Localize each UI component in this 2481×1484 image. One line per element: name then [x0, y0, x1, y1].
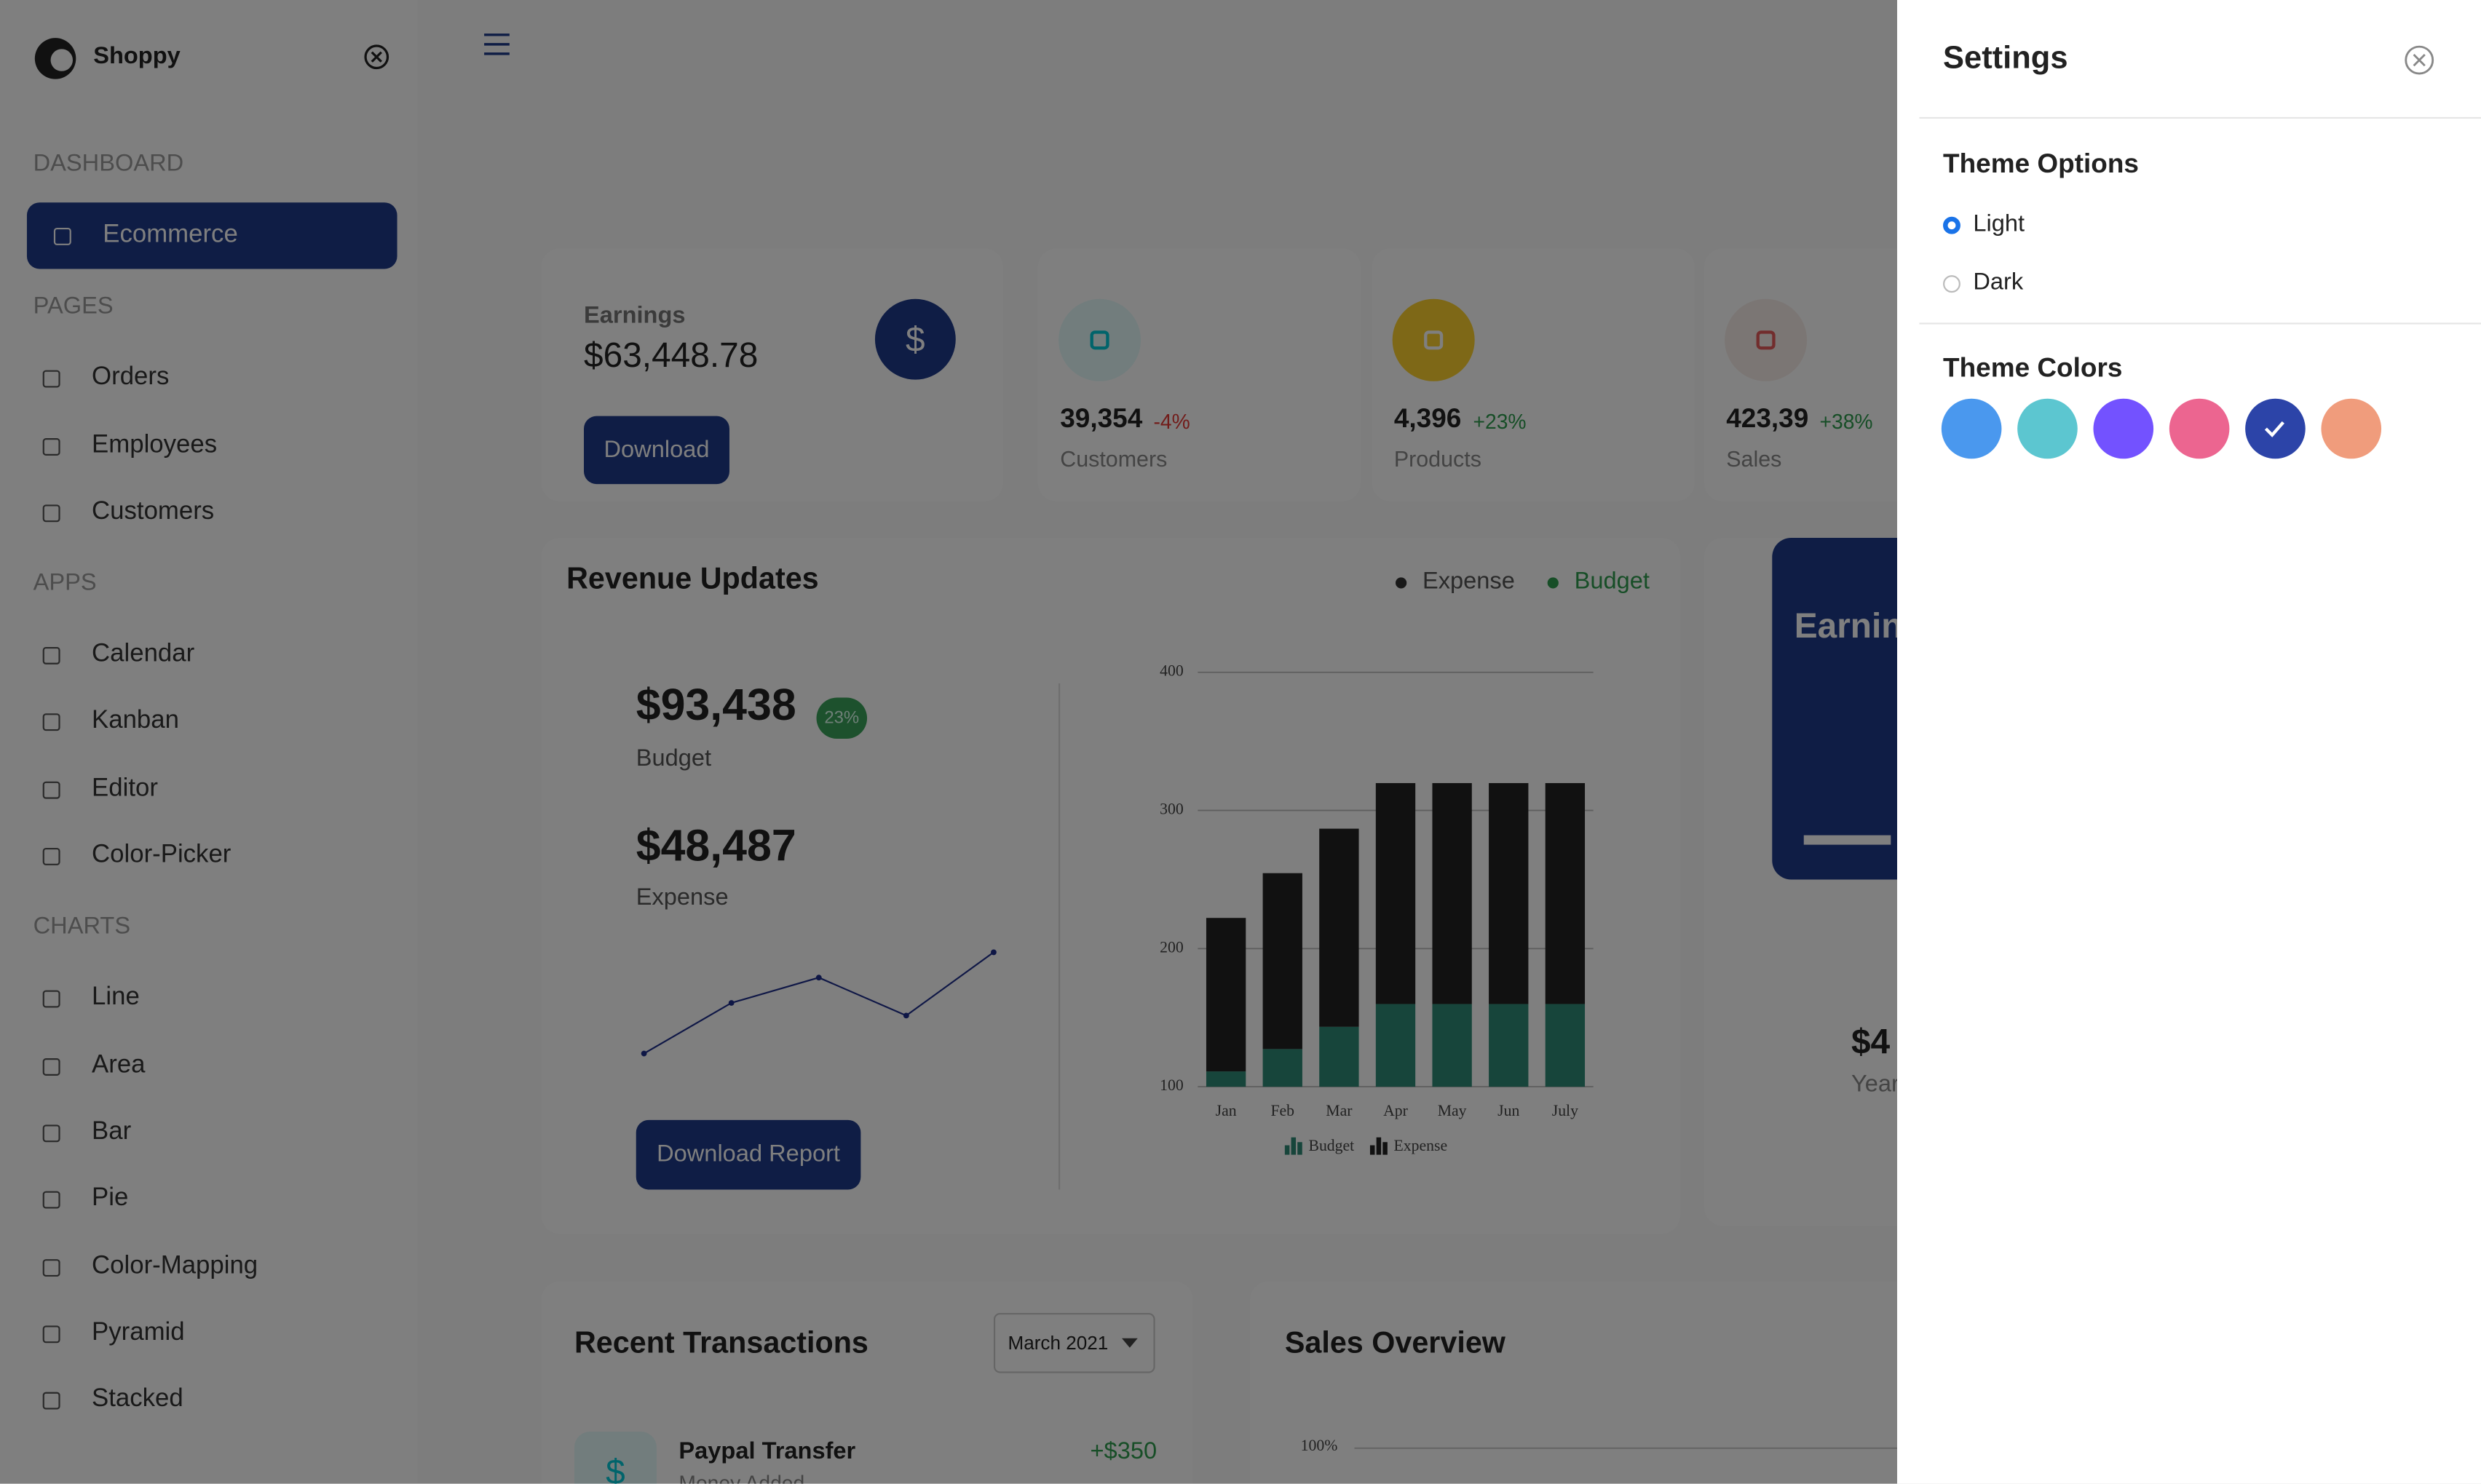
radio-label[interactable]: Light	[1973, 210, 2025, 238]
radio-label[interactable]: Dark	[1973, 269, 2024, 296]
settings-panel: Settings Theme Options Light Dark Theme C…	[1896, 0, 2481, 1484]
color-swatch[interactable]	[2169, 398, 2230, 459]
color-swatch[interactable]	[2093, 398, 2154, 459]
separator	[1919, 322, 2481, 325]
color-swatch[interactable]	[2245, 398, 2306, 459]
theme-options-title: Theme Options	[1943, 148, 2139, 179]
color-swatch[interactable]	[1941, 398, 2002, 459]
radio[interactable]	[1943, 216, 1960, 234]
color-swatch[interactable]	[2321, 398, 2382, 459]
separator	[1919, 116, 2481, 119]
settings-title: Settings	[1943, 41, 2068, 76]
theme-colors-title: Theme Colors	[1943, 352, 2123, 383]
theme-colors	[1941, 398, 2382, 459]
color-swatch[interactable]	[2017, 398, 2078, 459]
close-settings[interactable]	[2404, 44, 2435, 76]
check-mark	[2264, 421, 2284, 437]
radio[interactable]	[1943, 275, 1960, 293]
